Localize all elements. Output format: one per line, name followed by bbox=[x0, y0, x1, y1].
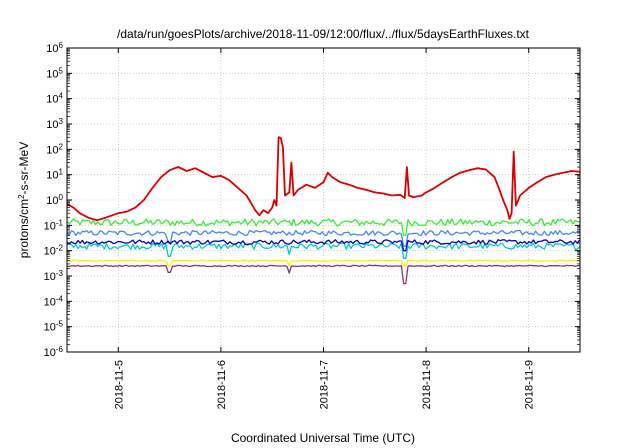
y-tick-label: 10-2 bbox=[44, 243, 64, 258]
series-line-5 bbox=[67, 259, 580, 267]
y-tick-exponent: 5 bbox=[59, 66, 64, 75]
y-tick-label: 10-1 bbox=[44, 218, 64, 233]
y-tick-label: 10-3 bbox=[44, 269, 64, 284]
y-tick-exponent: -5 bbox=[56, 319, 64, 328]
y-axis-label-prefix: protons/cm bbox=[17, 199, 31, 258]
y-tick-exponent: -6 bbox=[56, 345, 64, 354]
y-tick-base: 10 bbox=[46, 144, 58, 156]
y-tick-base: 10 bbox=[46, 94, 58, 106]
y-tick-base: 10 bbox=[44, 296, 56, 308]
y-tick-exponent: 6 bbox=[59, 41, 64, 50]
x-tick-label: 2018-11-5 bbox=[113, 360, 125, 409]
y-tick-label: 106 bbox=[46, 41, 63, 56]
y-tick-exponent: -4 bbox=[56, 294, 64, 303]
y-tick-base: 10 bbox=[46, 170, 58, 182]
series-line-4 bbox=[67, 239, 580, 252]
y-tick-base: 10 bbox=[44, 322, 56, 334]
y-tick-exponent: 2 bbox=[59, 142, 64, 151]
y-tick-exponent: -1 bbox=[56, 218, 64, 227]
y-tick-exponent: 0 bbox=[59, 193, 64, 202]
y-tick-base: 10 bbox=[46, 195, 58, 207]
y-tick-base: 10 bbox=[46, 68, 58, 80]
y-tick-exponent: 1 bbox=[59, 167, 64, 176]
x-tick-label: 2018-11-6 bbox=[216, 360, 228, 409]
y-tick-label: 101 bbox=[46, 167, 63, 182]
y-tick-label: 10-4 bbox=[44, 294, 64, 309]
y-axis-label: protons/cm2-s-sr-MeV bbox=[17, 142, 32, 258]
chart-title: /data/run/goesPlots/archive/2018-11-09/1… bbox=[117, 27, 530, 41]
y-tick-label: 105 bbox=[46, 66, 63, 81]
y-tick-label: 103 bbox=[46, 117, 63, 132]
series-line-0 bbox=[67, 136, 580, 222]
y-tick-label: 104 bbox=[46, 91, 63, 106]
y-tick-label: 100 bbox=[46, 193, 63, 208]
y-axis-ticks: 10-610-510-410-310-210-11001011021031041… bbox=[44, 41, 580, 360]
y-tick-exponent: 4 bbox=[59, 91, 64, 100]
y-tick-exponent: -2 bbox=[56, 243, 64, 252]
x-axis-ticks: 2018-11-5 2018-11-6 2018-11-7 2018-11-8 2018… bbox=[113, 48, 536, 409]
x-axis-label: Coordinated Universal Time (UTC) bbox=[231, 431, 415, 445]
y-tick-base: 10 bbox=[44, 347, 56, 359]
x-tick-label: 2018-11-7 bbox=[319, 360, 331, 409]
series-line-1 bbox=[67, 218, 580, 237]
y-tick-base: 10 bbox=[44, 271, 56, 283]
y-tick-base: 10 bbox=[44, 220, 56, 232]
y-tick-label: 10-6 bbox=[44, 345, 64, 360]
plot-area bbox=[67, 136, 580, 285]
y-tick-label: 102 bbox=[46, 142, 63, 157]
y-tick-exponent: -3 bbox=[56, 269, 64, 278]
y-tick-base: 10 bbox=[46, 119, 58, 131]
y-tick-base: 10 bbox=[46, 43, 58, 55]
y-tick-exponent: 3 bbox=[59, 117, 64, 126]
series-line-3 bbox=[67, 242, 580, 259]
series-line-6 bbox=[67, 264, 580, 285]
x-tick-label: 2018-11-9 bbox=[524, 360, 536, 409]
x-tick-label: 2018-11-8 bbox=[421, 360, 433, 409]
series-line-2 bbox=[67, 229, 580, 247]
y-tick-base: 10 bbox=[44, 246, 56, 258]
y-tick-label: 10-5 bbox=[44, 319, 64, 334]
y-axis-label-suffix: -s-sr-MeV bbox=[17, 142, 31, 195]
y-axis-label-sup: 2 bbox=[17, 194, 26, 199]
series-layer bbox=[67, 136, 580, 285]
